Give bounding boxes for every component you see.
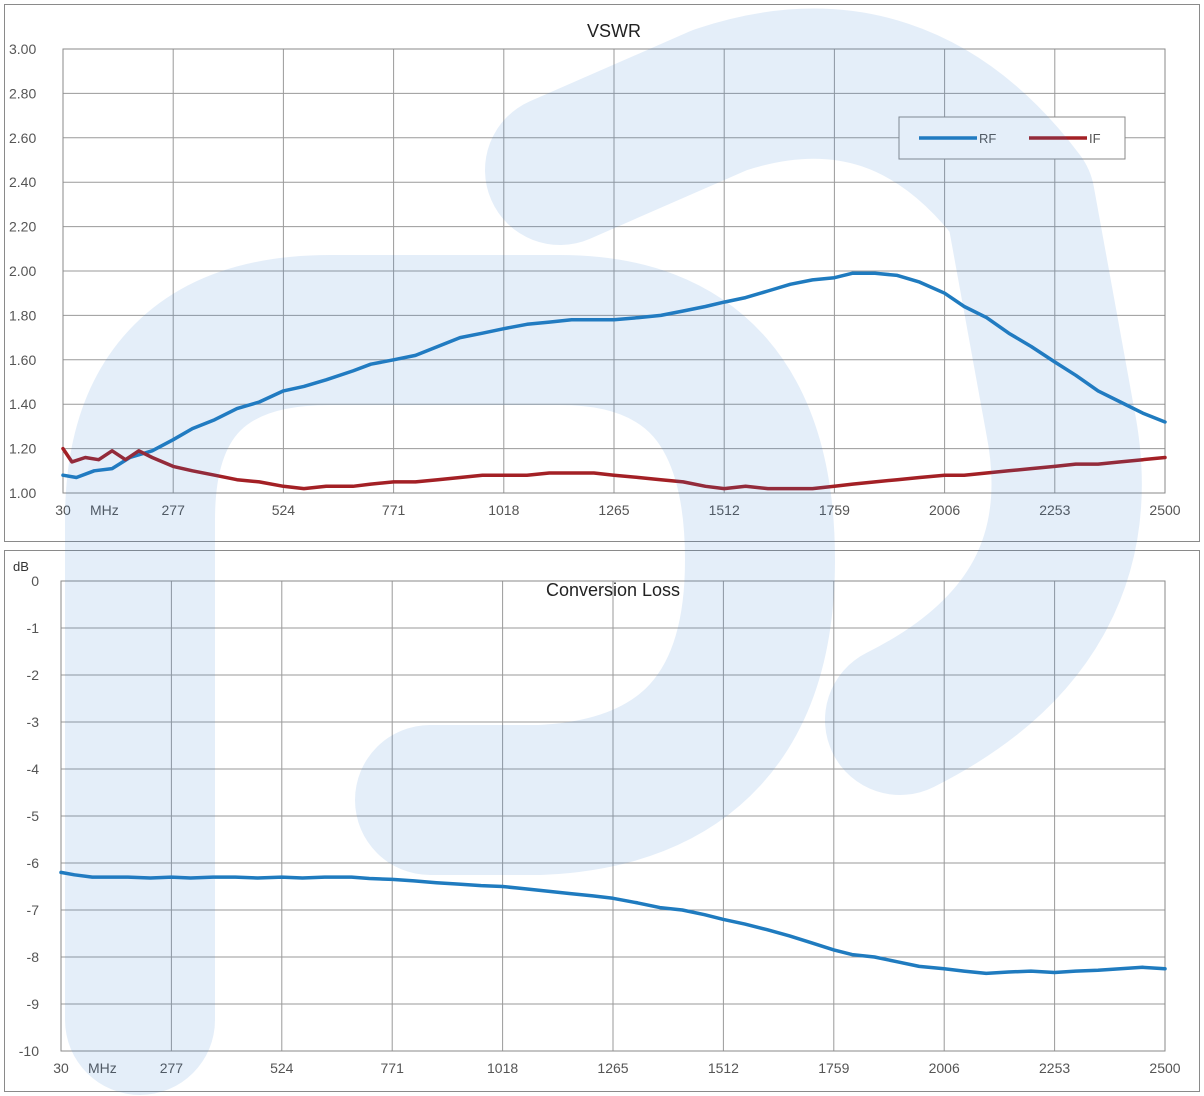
x-tick-label: 1759 <box>818 1060 849 1076</box>
plot-area <box>62 48 1166 494</box>
y-tick-label: 1.40 <box>9 396 36 412</box>
chart-legend: RF IF <box>898 116 1126 160</box>
x-tick-label: 2006 <box>929 1060 960 1076</box>
legend-label: IF <box>1089 131 1101 146</box>
y-tick-label: -4 <box>27 761 40 777</box>
x-tick-label: 1512 <box>708 1060 739 1076</box>
y-tick-label: -7 <box>27 902 40 918</box>
x-tick-label: 30 <box>53 1060 69 1076</box>
x-tick-label: 524 <box>270 1060 294 1076</box>
x-tick-label: 524 <box>272 502 296 518</box>
y-tick-label: -6 <box>27 855 40 871</box>
series-line-rf <box>61 271 1167 480</box>
x-tick-label: 2253 <box>1039 1060 1070 1076</box>
x-tick-label: 277 <box>160 1060 184 1076</box>
x-tick-label: 30 <box>55 502 71 518</box>
x-tick-label: 1265 <box>597 1060 628 1076</box>
x-tick-label: 2253 <box>1039 502 1070 518</box>
x-axis-unit-label: MHz <box>88 1060 117 1076</box>
y-tick-label: -10 <box>19 1043 39 1059</box>
y-tick-label: -3 <box>27 714 40 730</box>
y-tick-label: 2.60 <box>9 130 36 146</box>
y-tick-label: -2 <box>27 667 40 683</box>
x-tick-label: 2500 <box>1149 1060 1180 1076</box>
y-tick-label: 1.60 <box>9 352 36 368</box>
y-axis-unit-label: dB <box>13 559 29 574</box>
y-tick-label: 1.00 <box>9 485 36 501</box>
y-tick-label: -1 <box>27 620 40 636</box>
x-tick-label: 771 <box>381 1060 405 1076</box>
x-tick-label: 1018 <box>487 1060 518 1076</box>
y-tick-label: -5 <box>27 808 40 824</box>
x-tick-label: 1265 <box>598 502 629 518</box>
y-tick-label: 3.00 <box>9 41 36 57</box>
y-tick-label: 2.40 <box>9 174 36 190</box>
y-tick-label: 1.80 <box>9 307 36 323</box>
chart-title: VSWR <box>587 21 641 41</box>
y-tick-label: -8 <box>27 949 40 965</box>
x-tick-label: 1018 <box>488 502 519 518</box>
series-line-0 <box>59 870 1167 976</box>
y-tick-label: 0 <box>31 573 39 589</box>
x-tick-label: 1759 <box>819 502 850 518</box>
vswr-chart: VSWR 30 277 524 771 1018 1265 1512 1759 2006 2253 2… <box>9 21 1181 518</box>
conversion-loss-chart-panel: Conversion Loss dB 30 277 524 771 1018 1265 1512… <box>4 550 1200 1092</box>
y-tick-label: 2.20 <box>9 219 36 235</box>
legend-label: RF <box>979 131 996 146</box>
series-line-if <box>61 446 1167 491</box>
x-tick-label: 771 <box>382 502 406 518</box>
x-axis-unit-label: MHz <box>90 502 119 518</box>
y-tick-label: 1.20 <box>9 441 36 457</box>
x-tick-label: 277 <box>162 502 186 518</box>
vswr-chart-panel: VSWR 30 277 524 771 1018 1265 1512 1759 2006 2253 2… <box>4 4 1200 542</box>
plot-area <box>60 580 1166 1052</box>
x-tick-label: 2500 <box>1149 502 1180 518</box>
y-tick-label: -9 <box>27 996 40 1012</box>
x-tick-label: 1512 <box>709 502 740 518</box>
y-tick-label: 2.00 <box>9 263 36 279</box>
y-tick-label: 2.80 <box>9 85 36 101</box>
x-tick-label: 2006 <box>929 502 960 518</box>
